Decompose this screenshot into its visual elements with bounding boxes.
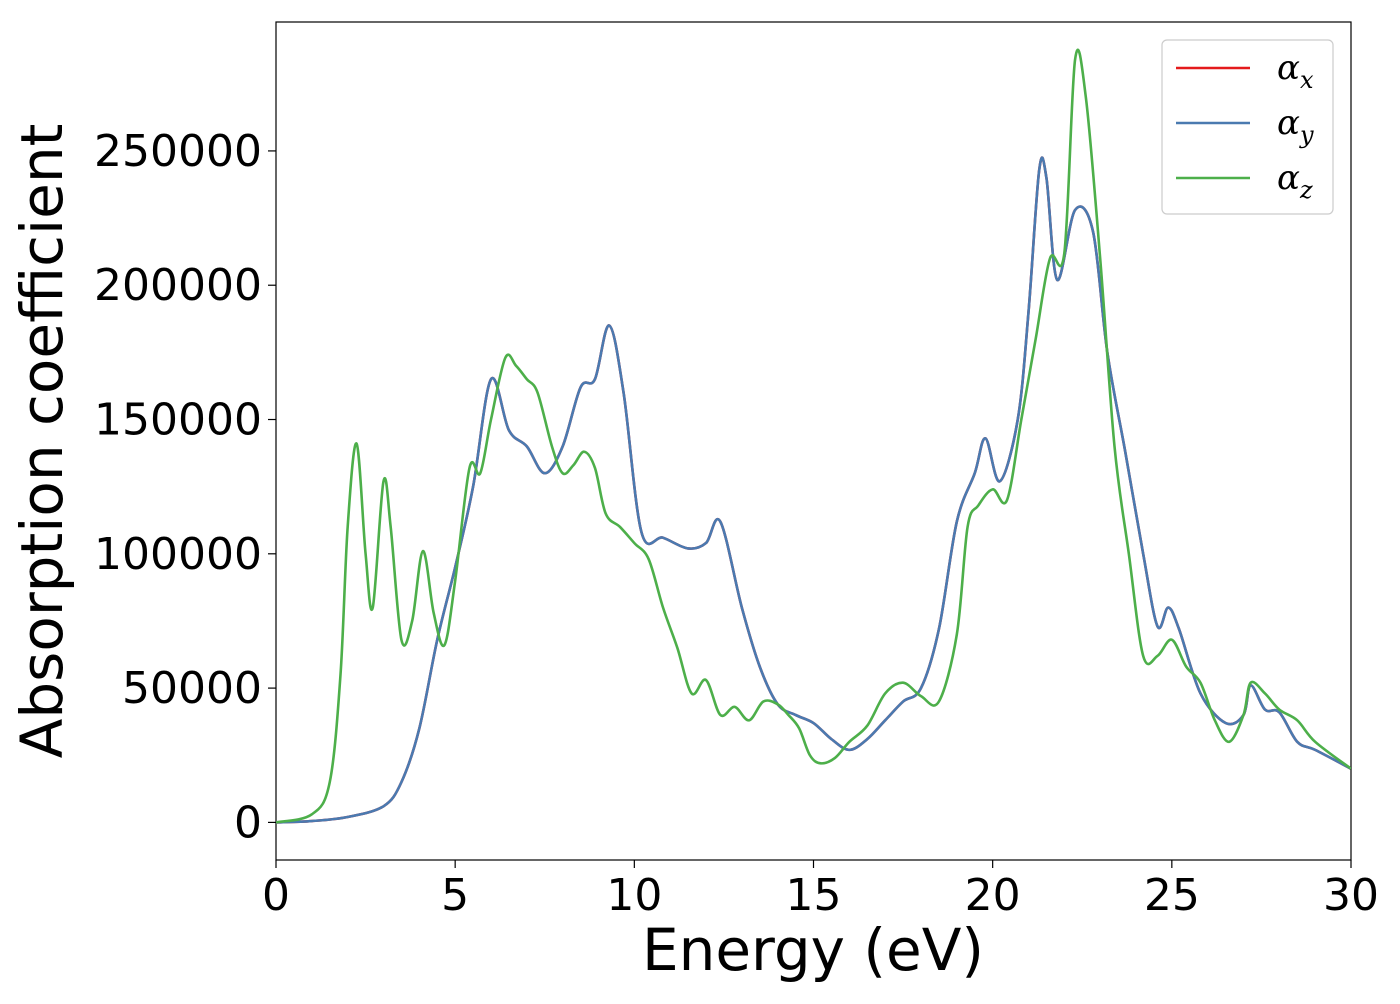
x-tick-label: 25: [1144, 870, 1200, 921]
y-axis-ticks: 0 50000 100000 150000 200000 250000: [94, 126, 276, 848]
x-axis-ticks: 0 5 10 15 20 25 30: [262, 860, 1379, 921]
x-tick-label: 20: [965, 870, 1021, 921]
y-tick-label: 50000: [122, 663, 262, 714]
x-tick-label: 10: [606, 870, 662, 921]
y-tick-label: 100000: [94, 529, 262, 580]
x-axis-title: Energy (eV): [642, 916, 984, 984]
x-tick-label: 0: [262, 870, 290, 921]
x-tick-label: 30: [1323, 870, 1379, 921]
x-tick-label: 5: [441, 870, 469, 921]
legend-frame: [1161, 39, 1334, 215]
series-line-y: [276, 156, 1351, 824]
series-layer: [276, 48, 1351, 824]
x-tick-label: 15: [786, 870, 842, 921]
y-tick-label: 250000: [94, 126, 262, 177]
y-tick-label: 150000: [94, 395, 262, 446]
y-tick-label: 0: [234, 797, 262, 848]
y-tick-label: 200000: [94, 260, 262, 311]
series-line-z: [276, 48, 1351, 824]
y-axis-title: Absorption coefficient: [8, 124, 76, 759]
